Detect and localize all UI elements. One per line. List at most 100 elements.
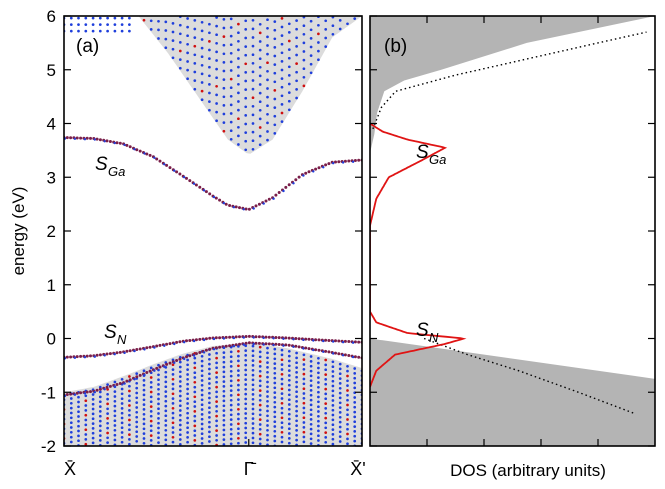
bulk-state-point [135,410,139,414]
bulk-state-point [317,58,320,62]
band-point-s-ga [347,159,351,163]
bulk-state-point [258,345,262,349]
bulk-state-point [98,410,102,413]
annotation-s-n-a-sub: N [117,332,127,347]
bulk-state-point [244,88,248,91]
bulk-state-point [178,399,182,403]
bulk-state-point [84,399,88,403]
band-point-secondary [304,346,308,350]
band-point-s-ga [238,206,241,210]
bulk-state-point [149,429,153,433]
bulk-state-point [142,379,146,382]
bulk-state-point [273,386,277,390]
band-point-s-n [138,347,142,351]
bulk-state-point [244,36,248,40]
bulk-state-point [309,37,313,40]
bulk-state-point [251,364,255,367]
band-point-s-ga [192,182,196,185]
band-point-s-n [294,337,298,340]
bulk-state-point [302,387,306,391]
bulk-state-point [215,361,218,365]
bulk-state-point [273,80,277,84]
bulk-state-point [280,353,284,357]
y-tick-label: -1 [41,383,56,402]
bulk-state-point [208,353,211,356]
bulk-state-point [200,354,204,358]
band-point-s-ga [194,183,198,187]
bulk-state-point [208,377,211,381]
band-point-s-n [212,337,216,341]
bulk-state-point [280,348,284,352]
bulk-state-point [237,369,240,372]
bulk-state-point [280,426,284,429]
bulk-state-point [178,409,182,412]
bulk-state-point [91,431,95,435]
band-point-secondary [287,343,291,347]
annotation-s-ga-a: S Ga [95,154,125,179]
bulk-state-point [295,79,298,83]
bulk-state-point [84,413,88,417]
bulk-state-point [208,57,211,60]
bulk-state-point [215,50,218,54]
bulk-state-point [120,402,124,405]
bulk-state-point [258,100,262,104]
band-point-secondary [145,371,149,374]
bulk-state-point [338,377,342,380]
bulk-state-point [258,108,262,112]
surface-dos-line [370,122,467,388]
x-tick-labels: X̄ Γ̄ X̄' [64,459,366,479]
bulk-state-point [222,433,226,437]
bulk-state-point [229,379,233,383]
band-point-secondary [317,348,321,352]
bulk-state-point [157,19,160,23]
band-point-s-ga [65,136,69,140]
band-point-s-ga [244,207,248,211]
bulk-state-point [244,383,248,386]
bulk-state-point [215,409,218,413]
bulk-state-point [244,407,248,411]
bulk-state-point [157,373,160,377]
band-point-s-ga [232,206,236,209]
bulk-state-point [295,390,298,394]
bulk-state-point [120,29,124,33]
bulk-state-point [106,436,109,440]
bulk-state-point [200,89,204,93]
bulk-state-point [106,407,109,411]
bulk-state-point [295,366,298,369]
bulk-state-point [164,424,168,427]
bulk-state-point [237,422,240,426]
bulk-state-point [287,393,291,397]
bulk-state-point [237,364,240,368]
band-point-secondary [212,348,216,351]
bulk-state-point [309,360,313,363]
bulk-state-point [229,94,233,98]
bulk-state-point [302,67,306,71]
band-point-s-ga [282,189,285,193]
bulk-state-point [266,438,269,442]
bulk-state-point [266,380,269,384]
band-point-s-n [292,338,295,341]
band-point-s-ga [113,141,116,145]
bulk-state-point [106,421,109,425]
bulk-state-point [120,421,124,425]
bulk-state-point [309,398,313,402]
bulk-state-point [215,419,218,423]
band-point-s-ga [145,152,149,156]
band-point-secondary [204,348,208,352]
bulk-state-point [266,424,269,427]
bulk-state-point [338,396,342,400]
bulk-state-point [346,389,349,392]
band-point-s-n [85,354,89,358]
band-point-s-ga [297,175,301,179]
bulk-state-point [295,414,298,418]
bulk-state-point [106,426,109,430]
bulk-state-point [295,429,298,432]
bulk-state-point [128,384,131,388]
band-point-secondary [228,344,232,348]
bulk-state-point [200,46,204,50]
bulk-state-point [98,439,102,442]
band-point-secondary [175,359,179,362]
bulk-state-point [208,48,211,52]
band-point-secondary [194,352,198,356]
bulk-state-point [309,19,313,23]
